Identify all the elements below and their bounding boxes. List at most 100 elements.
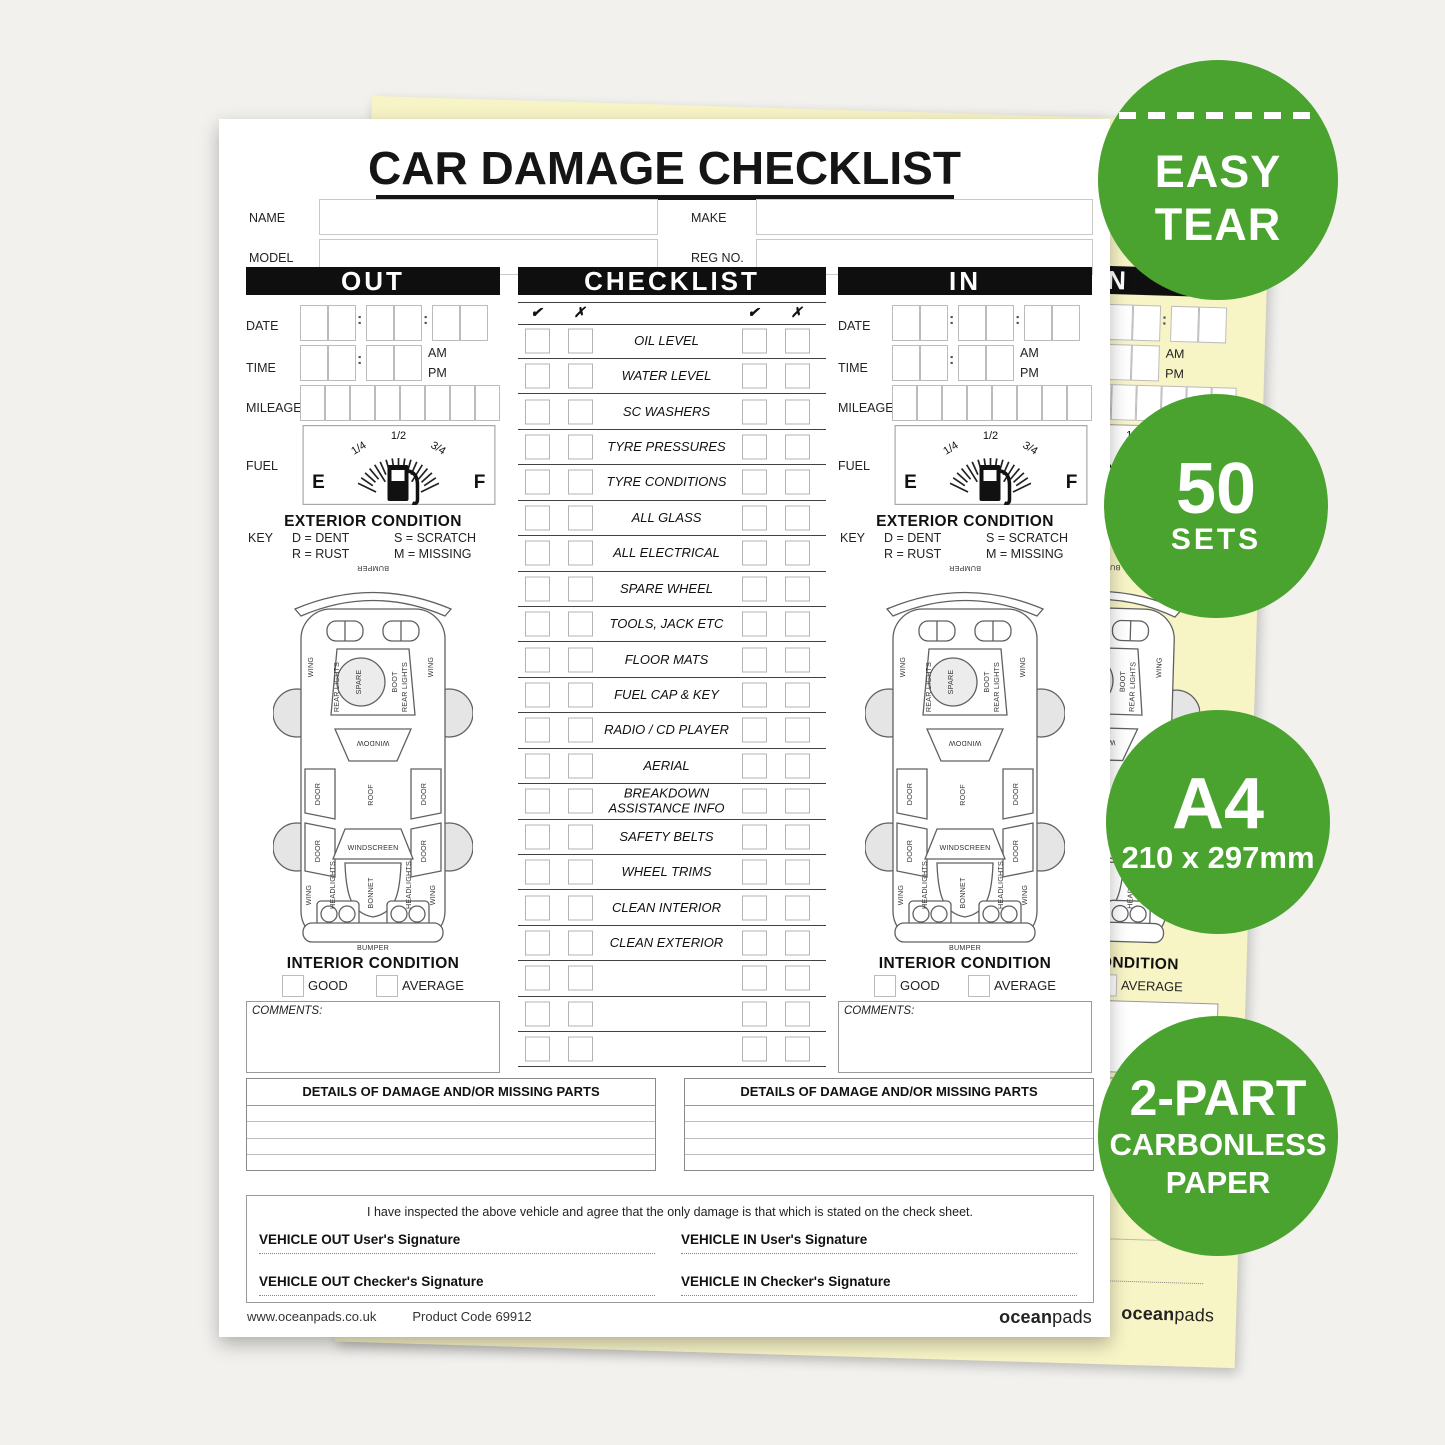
checkbox-cross-out xyxy=(568,788,593,814)
checklist-row: CLEAN EXTERIOR xyxy=(518,926,826,962)
svg-text:BONNET: BONNET xyxy=(958,877,967,909)
checkbox-tick-out xyxy=(525,647,550,673)
agreement-statement: I have inspected the above vehicle and a… xyxy=(367,1205,973,1219)
section-bar-label: OUT xyxy=(341,266,405,296)
checklist-row xyxy=(518,997,826,1033)
date-box xyxy=(460,305,488,341)
checkbox-tick-in xyxy=(742,965,767,991)
vehicle-panel: IN DATE : : TIME : AM PM MILEAGE FUEL E xyxy=(838,267,1092,1073)
key-label: KEY xyxy=(840,531,866,545)
cross-icon: ✗ xyxy=(790,304,803,320)
section-bar-label: IN xyxy=(949,266,981,296)
checkbox-tick-in xyxy=(742,895,767,921)
date-separator: : xyxy=(949,311,955,328)
checklist-row: TYRE CONDITIONS xyxy=(518,465,826,501)
time-box xyxy=(958,345,986,381)
mileage-box xyxy=(917,385,942,421)
checklist-item-label: RADIO / CD PLAYER xyxy=(604,722,729,738)
key-entry: R = RUST xyxy=(292,547,350,561)
checklist-column: CHECKLIST ✔ ✗ ✔ ✗ OIL LEVEL WATER LEVEL SC… xyxy=(518,267,826,1073)
average-label: AVERAGE xyxy=(1120,977,1184,995)
paper-size-badge: A4 210 x 297mm xyxy=(1106,710,1330,934)
date-box xyxy=(958,305,986,341)
checklist-row: AERIAL xyxy=(518,749,826,785)
date-box xyxy=(1170,305,1200,343)
rear-bumper xyxy=(293,591,453,617)
svg-text:DOOR: DOOR xyxy=(313,840,322,862)
checkbox-cross-in xyxy=(785,859,810,885)
checkbox-cross-out xyxy=(568,434,593,460)
checklist-item-label: TOOLS, JACK ETC xyxy=(609,616,724,632)
signature-line xyxy=(681,1253,1077,1254)
checkbox-cross-in xyxy=(785,895,810,921)
key-entry: D = DENT xyxy=(292,531,350,545)
checklist-row: CLEAN INTERIOR xyxy=(518,890,826,926)
checkbox-tick-out xyxy=(525,965,550,991)
checkbox-cross-in xyxy=(785,682,810,708)
time-box xyxy=(986,345,1014,381)
good-checkbox xyxy=(282,975,304,997)
out-panel: OUT DATE : : TIME : AM PM MILEAGE FUEL E xyxy=(246,267,500,1073)
svg-text:HEADLIGHTS: HEADLIGHTS xyxy=(920,861,929,909)
signature-line xyxy=(259,1295,655,1296)
key-entry: S = SCRATCH xyxy=(394,531,477,545)
svg-text:WING: WING xyxy=(898,657,907,678)
am-label: AM xyxy=(428,346,447,360)
svg-text:SPARE: SPARE xyxy=(354,670,363,695)
date-box xyxy=(432,305,460,341)
checklist-row: RADIO / CD PLAYER xyxy=(518,713,826,749)
checkbox-tick-in xyxy=(742,1001,767,1027)
checkbox-tick-out xyxy=(525,930,550,956)
signature-line xyxy=(259,1253,655,1254)
checkbox-cross-in xyxy=(785,965,810,991)
fuel-gauge: E F 1/4 1/2 3/4 xyxy=(302,425,496,505)
checklist-row: TYRE PRESSURES xyxy=(518,430,826,466)
model-label: MODEL xyxy=(249,251,294,265)
svg-text:HEADLIGHTS: HEADLIGHTS xyxy=(996,861,1005,909)
checkbox-cross-out xyxy=(568,895,593,921)
checkbox-cross-out xyxy=(568,682,593,708)
checkbox-tick-out xyxy=(525,753,550,779)
svg-text:DOOR: DOOR xyxy=(905,840,914,862)
easy-tear-badge: EASY TEAR xyxy=(1098,60,1338,300)
fuel-empty-label: E xyxy=(312,472,325,493)
checkbox-tick-in xyxy=(742,540,767,566)
checkbox-cross-out xyxy=(568,824,593,850)
damage-details-box-out: DETAILS OF DAMAGE AND/OR MISSING PARTS xyxy=(246,1078,656,1171)
fuel-pump-icon xyxy=(979,465,1012,505)
svg-text:SPARE: SPARE xyxy=(946,670,955,695)
vehicle-panel: OUT DATE : : TIME : AM PM MILEAGE FUEL E xyxy=(246,267,500,1073)
checkbox-tick-in xyxy=(742,717,767,743)
checklist-item-label: TYRE CONDITIONS xyxy=(606,474,727,490)
checkbox-tick-out xyxy=(525,1001,550,1027)
date-box xyxy=(892,305,920,341)
fuel-label: FUEL xyxy=(838,459,870,473)
mileage-box xyxy=(325,385,350,421)
svg-text:BUMPER: BUMPER xyxy=(949,564,981,573)
footer-info: www.oceanpads.co.uk Product Code 69912 xyxy=(247,1309,568,1324)
date-box xyxy=(366,305,394,341)
damage-details-title: DETAILS OF DAMAGE AND/OR MISSING PARTS xyxy=(685,1079,1093,1106)
mileage-box xyxy=(892,385,917,421)
pm-label: PM xyxy=(428,366,447,380)
checklist-row xyxy=(518,1032,826,1068)
badge-text: CARBONLESS xyxy=(1109,1127,1327,1163)
svg-text:WING: WING xyxy=(1018,657,1027,678)
badge-text: SETS xyxy=(1170,523,1262,557)
checkbox-cross-out xyxy=(568,859,593,885)
in-panel: IN DATE : : TIME : AM PM MILEAGE FUEL E xyxy=(838,267,1092,1073)
damage-details-box-in: DETAILS OF DAMAGE AND/OR MISSING PARTS xyxy=(684,1078,1094,1171)
svg-text:BOOT: BOOT xyxy=(982,671,991,693)
tick-icon: ✔ xyxy=(530,304,543,320)
checkbox-cross-out xyxy=(568,965,593,991)
checkbox-cross-in xyxy=(785,717,810,743)
front-bumper xyxy=(302,922,444,943)
date-separator: : xyxy=(357,311,363,328)
svg-text:BONNET: BONNET xyxy=(366,877,375,909)
brand-logo: oceanpads xyxy=(999,1307,1092,1327)
checkbox-cross-out xyxy=(568,399,593,425)
checkbox-tick-in xyxy=(742,788,767,814)
fuel-gauge: E F 1/4 1/2 3/4 xyxy=(894,425,1088,505)
mileage-box xyxy=(967,385,992,421)
time-label: TIME xyxy=(838,361,868,375)
